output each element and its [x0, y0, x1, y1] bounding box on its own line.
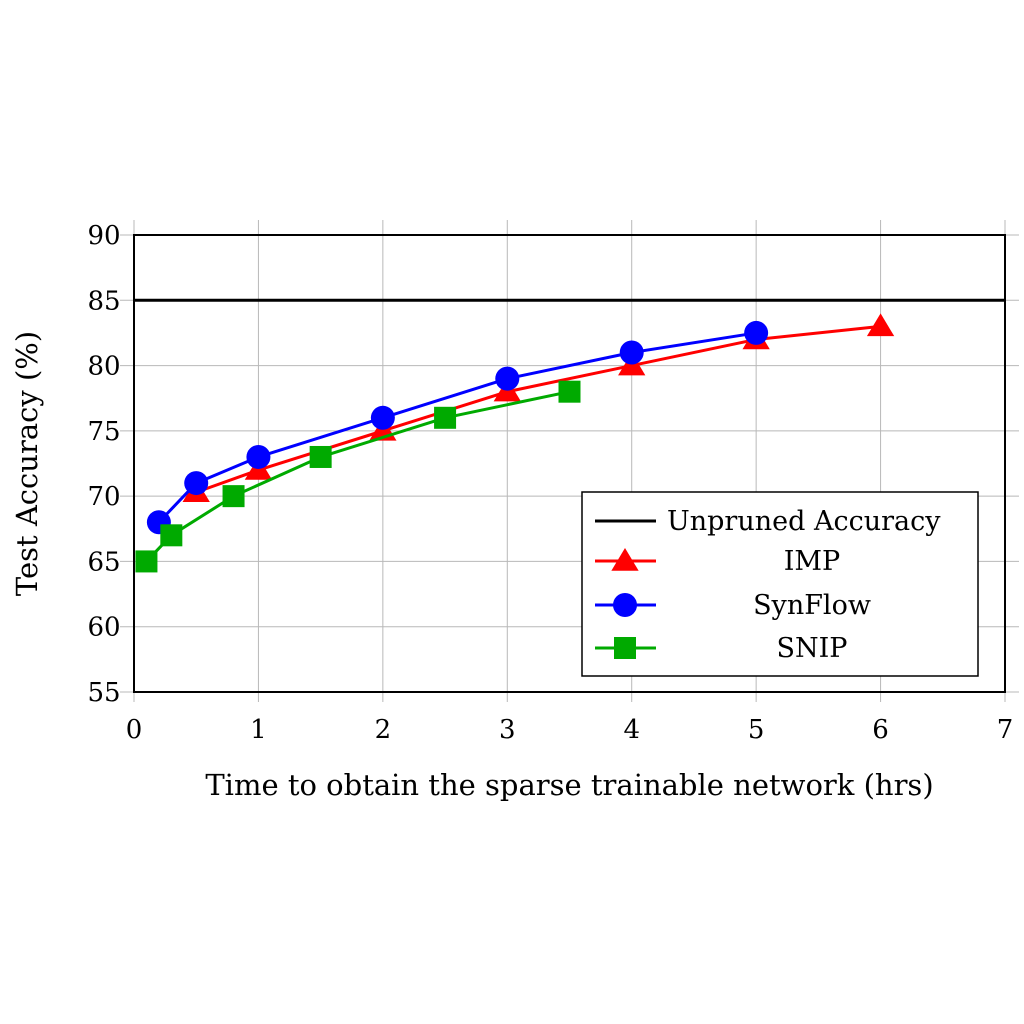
x-tick-label: 5 — [748, 715, 765, 745]
legend-label-unpruned: Unpruned Accuracy — [667, 506, 941, 537]
y-tick-label: 80 — [87, 352, 120, 382]
x-tick-label: 3 — [499, 715, 516, 745]
data-point-square — [309, 445, 332, 468]
series-snip — [135, 380, 581, 573]
data-point-circle — [495, 366, 520, 391]
plot-frame — [133, 234, 1006, 693]
series-group — [135, 313, 895, 573]
data-point-square — [222, 485, 245, 508]
tick-labels: 0 1 2 3 4 5 6 7 55 60 65 70 75 80 85 90 — [87, 221, 1013, 745]
legend-label-synflow: SynFlow — [753, 590, 871, 621]
legend-label-imp: IMP — [784, 546, 840, 577]
data-point-triangle — [866, 313, 895, 337]
data-point-square — [614, 637, 636, 659]
data-point-circle — [744, 320, 769, 345]
x-axis-label: Time to obtain the sparse trainable netw… — [205, 768, 933, 802]
data-point-circle — [246, 444, 271, 469]
data-point-circle — [184, 471, 209, 496]
legend-box — [581, 491, 979, 677]
legend-label-snip: SNIP — [777, 633, 848, 664]
y-tick-label: 75 — [87, 417, 120, 447]
y-tick-label: 85 — [87, 286, 120, 316]
y-tick-label: 60 — [87, 613, 120, 643]
data-point-circle — [613, 593, 637, 617]
series-synflow — [146, 320, 769, 535]
data-point-triangle — [611, 548, 639, 571]
y-tick-label: 55 — [87, 678, 120, 708]
x-tick-label: 2 — [375, 715, 392, 745]
data-point-circle — [370, 405, 395, 430]
y-tick-label: 90 — [87, 221, 120, 251]
x-tick-label: 1 — [250, 715, 267, 745]
data-point-square — [135, 550, 158, 573]
y-tick-label: 70 — [87, 482, 120, 512]
x-tick-label: 6 — [872, 715, 889, 745]
legend: Unpruned Accuracy IMP SynFlow SNIP — [581, 491, 979, 677]
y-axis-label: Test Accuracy (%) — [10, 331, 44, 596]
data-point-square — [558, 380, 581, 403]
x-tick-label: 0 — [126, 715, 143, 745]
y-tick-label: 65 — [87, 547, 120, 577]
series-imp — [182, 313, 895, 502]
data-point-square — [160, 524, 183, 547]
data-point-square — [434, 406, 457, 429]
x-tick-label: 7 — [997, 715, 1014, 745]
data-point-circle — [619, 340, 644, 365]
x-tick-label: 4 — [623, 715, 640, 745]
